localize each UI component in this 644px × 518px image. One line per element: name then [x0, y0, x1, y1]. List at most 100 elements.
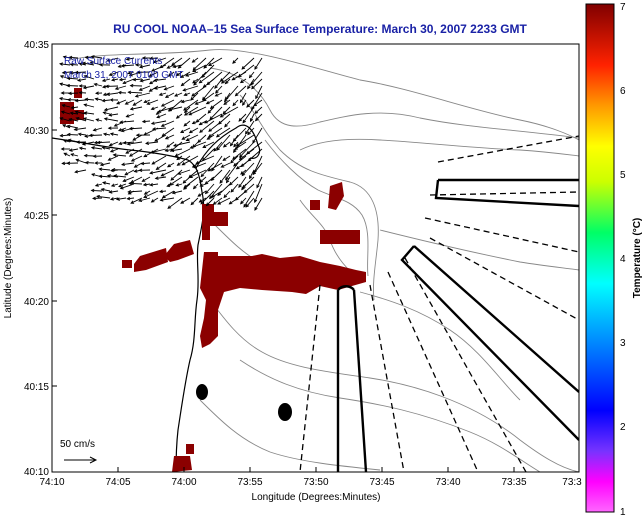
- current-vector: [176, 71, 183, 76]
- current-vector: [132, 134, 143, 141]
- current-vector-head: [143, 194, 148, 198]
- current-vector: [154, 85, 167, 90]
- current-vector: [173, 64, 183, 68]
- current-vector-head: [240, 200, 244, 205]
- current-vector-head: [73, 127, 78, 132]
- current-vector: [238, 176, 247, 188]
- current-vector-head: [209, 116, 214, 121]
- current-vector-head: [135, 133, 140, 137]
- current-vector-head: [234, 92, 239, 97]
- current-vector-head: [205, 101, 210, 105]
- current-vector: [176, 113, 183, 119]
- current-vector-head: [242, 101, 246, 106]
- current-vector-head: [166, 183, 171, 188]
- current-vector-head: [90, 55, 95, 59]
- current-vector-head: [190, 97, 194, 101]
- current-vector-head: [176, 156, 181, 161]
- current-vector-head: [166, 163, 171, 168]
- current-vector-head: [160, 123, 165, 127]
- current-vector: [250, 71, 263, 85]
- current-vector-head: [77, 78, 82, 82]
- current-vector: [114, 175, 127, 178]
- current-vector: [126, 57, 135, 60]
- current-vector: [171, 57, 183, 66]
- current-vector-head: [102, 181, 107, 185]
- current-vector-head: [174, 153, 179, 157]
- current-vector: [200, 162, 215, 177]
- current-vector-head: [78, 62, 83, 66]
- current-vector: [254, 57, 263, 70]
- current-vector-head: [191, 59, 196, 63]
- current-vector: [230, 155, 239, 164]
- current-vector-head: [243, 203, 247, 208]
- current-vector-head: [92, 196, 96, 201]
- current-vector: [192, 120, 199, 125]
- current-vector-head: [151, 68, 156, 72]
- current-vector: [158, 106, 175, 113]
- current-vector: [247, 78, 255, 89]
- current-vector: [100, 162, 111, 166]
- current-vector-head: [107, 157, 112, 161]
- current-vector: [167, 197, 183, 209]
- current-vector: [182, 155, 199, 166]
- current-vector: [207, 106, 215, 114]
- current-vector: [170, 169, 183, 181]
- current-vector: [216, 127, 231, 138]
- current-vector: [102, 182, 111, 185]
- current-vector-head: [119, 186, 124, 190]
- current-vector-head: [60, 91, 65, 95]
- current-vector: [104, 106, 119, 111]
- current-vector: [67, 125, 79, 129]
- current-vector: [97, 141, 111, 144]
- current-vector: [167, 162, 175, 168]
- current-vector-head: [159, 189, 163, 194]
- x-tick-marks: [117, 467, 515, 472]
- current-vector-head: [62, 139, 67, 143]
- current-vector-head: [66, 161, 71, 166]
- current-vector-head: [222, 110, 227, 115]
- current-vector-head: [98, 174, 103, 179]
- current-vector-head: [204, 190, 209, 195]
- current-vector: [202, 148, 215, 161]
- current-vector-head: [66, 76, 71, 81]
- current-vector-head: [156, 114, 161, 119]
- current-vector: [103, 133, 111, 136]
- current-vector-head: [68, 117, 73, 122]
- current-vector: [82, 141, 95, 145]
- current-vector: [181, 99, 191, 103]
- current-vector-head: [240, 163, 245, 168]
- current-vector-head: [222, 144, 227, 148]
- current-vector: [79, 147, 87, 150]
- current-vector: [103, 111, 111, 115]
- current-vector-head: [237, 73, 242, 78]
- current-vector-head: [225, 176, 229, 181]
- current-vector: [249, 71, 255, 78]
- current-vector-head: [94, 97, 99, 101]
- current-vector-head: [109, 197, 114, 201]
- current-vector-head: [67, 97, 71, 102]
- current-vector-head: [175, 72, 180, 77]
- current-vector: [223, 141, 231, 148]
- current-vector-head: [120, 64, 125, 68]
- current-vector: [241, 162, 255, 176]
- current-vector-head: [60, 110, 65, 115]
- current-vector-head: [247, 85, 251, 90]
- current-vector-head: [254, 110, 259, 115]
- current-vector: [94, 83, 103, 87]
- current-vector: [245, 197, 255, 208]
- current-vector: [222, 155, 231, 161]
- current-vector: [168, 106, 183, 111]
- current-vector-head: [247, 131, 251, 136]
- current-vector: [242, 99, 247, 106]
- current-vector-head: [143, 191, 148, 195]
- current-vector-head: [103, 107, 108, 112]
- y-tick-label: 40:35: [24, 40, 49, 51]
- current-vector-head: [180, 200, 185, 204]
- current-vector-head: [155, 111, 160, 115]
- current-vector: [75, 99, 87, 102]
- map-title: RU COOL NOAA–15 Sea Surface Temperature:…: [113, 22, 527, 36]
- current-vector-head: [83, 103, 88, 107]
- current-vector: [162, 190, 175, 199]
- current-vector-head: [170, 177, 175, 181]
- current-vector: [255, 85, 263, 99]
